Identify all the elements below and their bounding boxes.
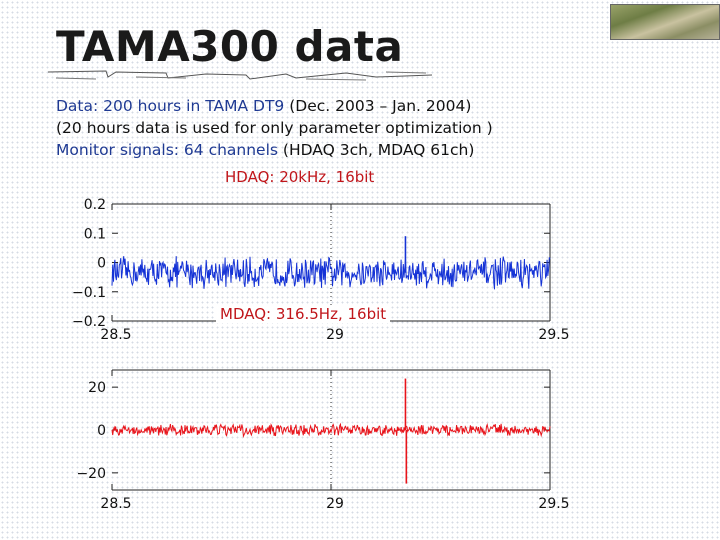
series-line [111,256,551,290]
y-tick-label: −0.1 [72,285,106,301]
x-tick-label: 29.5 [538,327,569,343]
y-tick-label: 0.1 [84,226,106,242]
mdaq-chart-title: MDAQ: 316.5Hz, 16bit [216,305,391,323]
y-tick-label: 20 [88,380,106,396]
info-line-2: (20 hours data is used for only paramete… [56,119,493,137]
x-tick-label: 29 [326,496,344,512]
y-tick-label: −20 [76,466,106,482]
aerial-photo-thumbnail [610,4,720,40]
monitor-signals-label: Monitor signals: 64 channels [56,141,278,159]
x-tick-label: 29.5 [538,496,569,512]
x-tick-label: 28.5 [100,327,131,343]
series-line [111,422,551,439]
data-period-label: Data: 200 hours in TAMA DT9 [56,97,285,115]
info-line-1: Data: 200 hours in TAMA DT9 (Dec. 2003 –… [56,96,471,116]
page-title: TAMA300 data [56,22,404,71]
title-underline-decoration [47,70,433,81]
y-tick-label: 0.2 [84,197,106,213]
data-period-dates: (Dec. 2003 – Jan. 2004) [284,97,472,115]
y-tick-label: 0 [97,423,106,439]
x-tick-label: 28.5 [100,496,131,512]
y-tick-label: −0.2 [72,314,106,330]
monitor-signals-detail: (HDAQ 3ch, MDAQ 61ch) [277,141,475,159]
hdaq-chart-title: HDAQ: 20kHz, 16bit [225,168,375,186]
x-tick-label: 29 [326,327,344,343]
info-line-3: Monitor signals: 64 channels (HDAQ 3ch, … [56,140,474,160]
y-tick-label: 0 [97,256,106,272]
